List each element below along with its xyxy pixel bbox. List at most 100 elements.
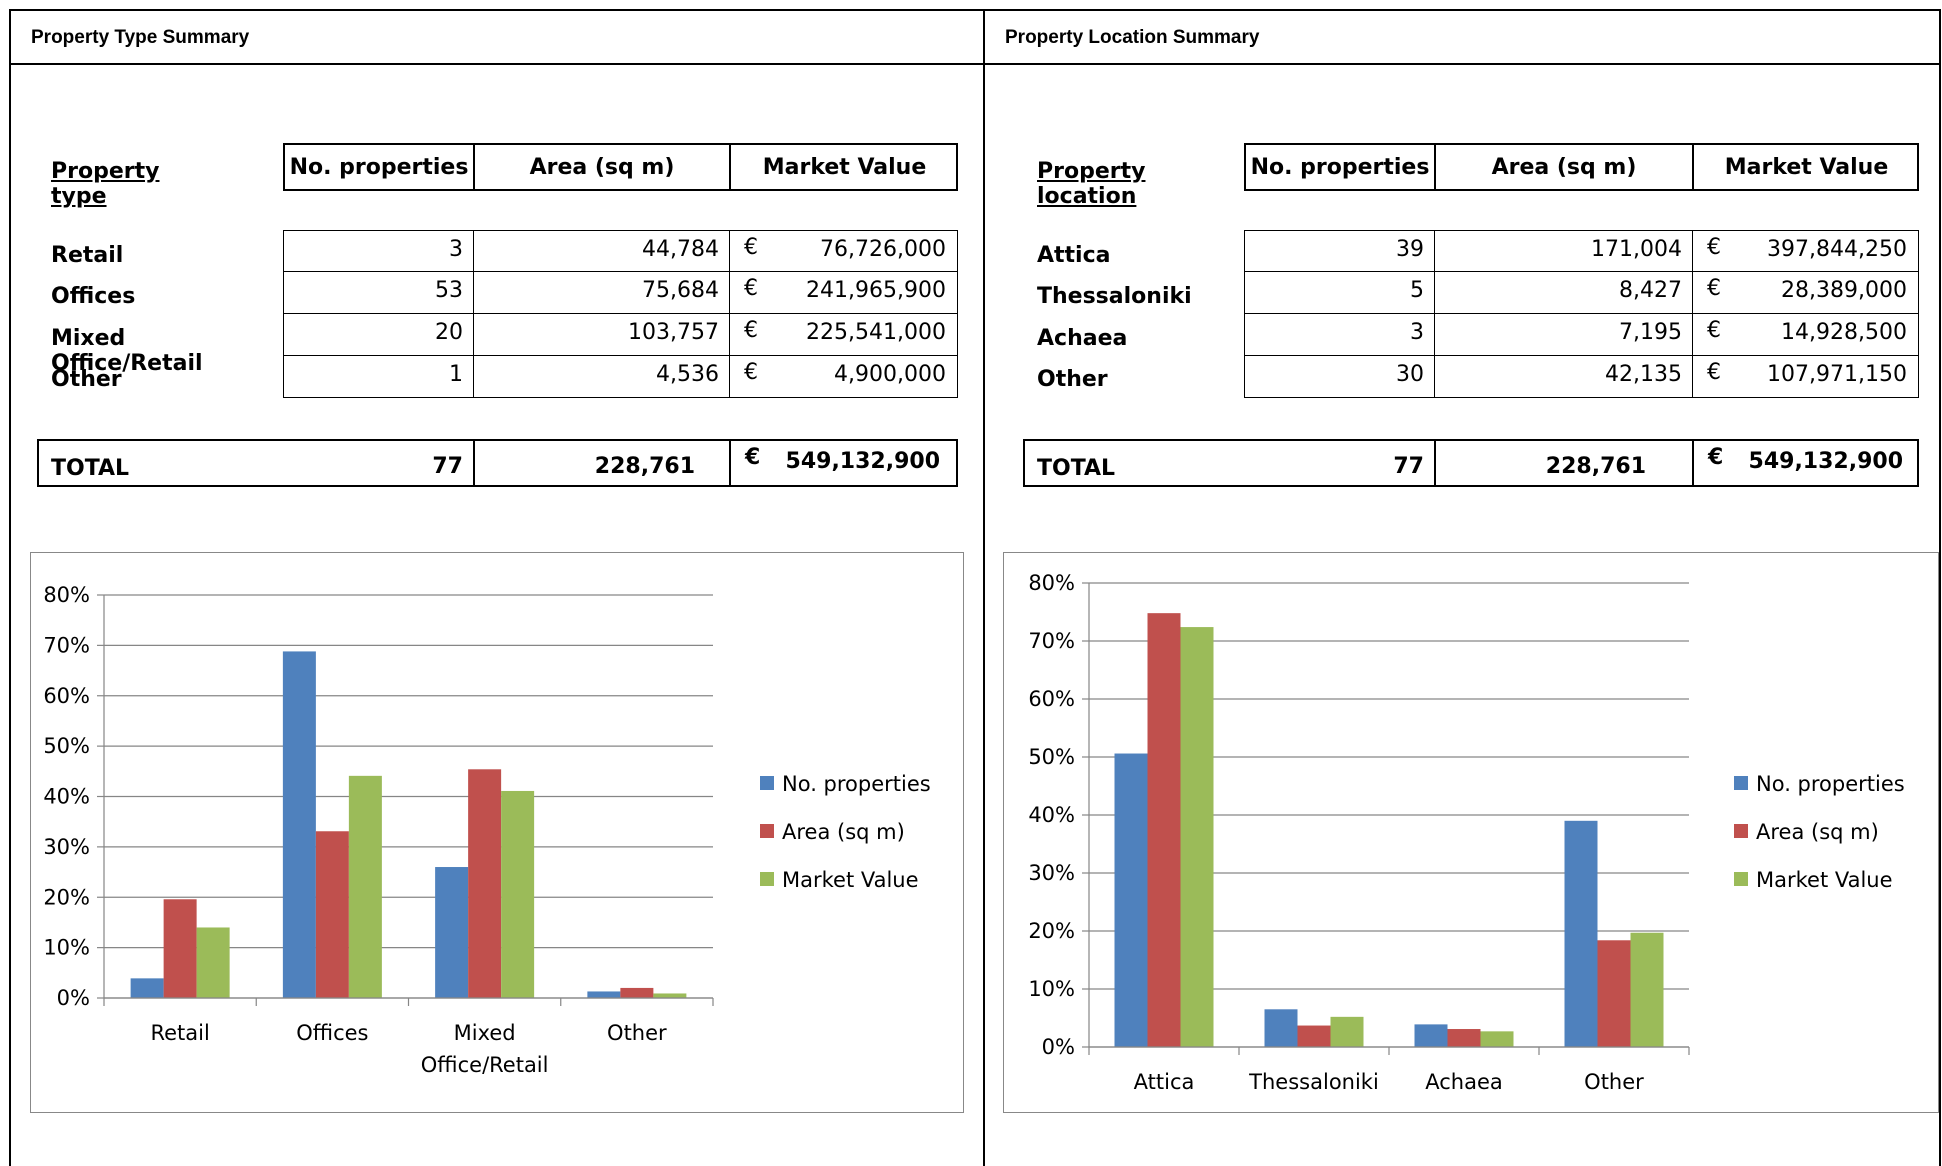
property-location-panel: Property Location Summary bbox=[983, 9, 1941, 1166]
y-tick-label: 60% bbox=[1028, 687, 1075, 711]
x-tick-label: Other bbox=[1584, 1070, 1644, 1094]
col-header-value: Market Value bbox=[1724, 154, 1889, 180]
x-tick-label: Mixed bbox=[454, 1021, 516, 1045]
property-location-chart-svg: 0% 10% 20% 30% 40% 50% 60% 70% 80% Attica Thessalo… bbox=[1028, 571, 1904, 1094]
x-tick-label: Achaea bbox=[1425, 1070, 1503, 1094]
bar bbox=[1114, 753, 1148, 1047]
cell-area: 103,757 bbox=[474, 314, 730, 355]
cell-value: € 14,928,500 bbox=[1693, 314, 1917, 355]
property-type-chart: 0% 10% 20% 30% 40% 50% 60% 70% 80% Retail Offices M… bbox=[30, 552, 964, 1113]
cell-value-text: 4,900,000 bbox=[834, 362, 946, 387]
cell-value: € 225,541,000 bbox=[730, 314, 956, 355]
bar bbox=[1597, 940, 1631, 1047]
x-tick-label: Offices bbox=[296, 1021, 368, 1045]
bar bbox=[587, 991, 621, 998]
cell-value: € 28,389,000 bbox=[1693, 272, 1917, 313]
cell-count: 3 bbox=[1245, 314, 1435, 355]
legend-swatch bbox=[760, 824, 774, 838]
cell-value: € 397,844,250 bbox=[1693, 231, 1917, 271]
bar bbox=[1264, 1009, 1298, 1047]
table-label-header: Property type bbox=[51, 159, 160, 209]
col-header-value: Market Value bbox=[762, 154, 927, 180]
cell-value-text: 76,726,000 bbox=[820, 237, 946, 262]
bar bbox=[1630, 932, 1664, 1047]
cell-area: 8,427 bbox=[1435, 272, 1693, 313]
legend-label: Market Value bbox=[782, 868, 919, 892]
cell-area: 4,536 bbox=[474, 356, 730, 397]
currency-symbol: € bbox=[1707, 276, 1721, 301]
legend-swatch bbox=[1734, 776, 1748, 790]
x-tick-label: Other bbox=[607, 1021, 667, 1045]
row-label: Thessaloniki bbox=[1037, 284, 1192, 309]
row-label: Retail bbox=[51, 243, 124, 268]
bar bbox=[163, 899, 197, 998]
currency-symbol: € bbox=[1707, 318, 1721, 343]
bar bbox=[130, 978, 164, 998]
currency-symbol: € bbox=[1707, 360, 1721, 385]
cell-count: 5 bbox=[1245, 272, 1435, 313]
cell-count: 20 bbox=[284, 314, 474, 355]
panel-header: Property Type Summary bbox=[11, 11, 983, 65]
cell-count: 3 bbox=[284, 231, 474, 271]
x-tick-label: Thessaloniki bbox=[1248, 1070, 1379, 1094]
legend-label: Area (sq m) bbox=[782, 820, 905, 844]
bar bbox=[1480, 1031, 1514, 1047]
cell-count: 53 bbox=[284, 272, 474, 313]
legend-label: Market Value bbox=[1756, 868, 1893, 892]
total-area: 228,761 bbox=[475, 441, 731, 485]
panel-title: Property Location Summary bbox=[1005, 27, 1260, 48]
cell-value: € 241,965,900 bbox=[730, 272, 956, 313]
bar bbox=[196, 927, 230, 998]
y-tick-label: 80% bbox=[1028, 571, 1075, 595]
table-total-row: TOTAL 77 228,761 € 549,132,900 bbox=[37, 439, 958, 487]
bar bbox=[1564, 820, 1598, 1047]
cell-count: 1 bbox=[284, 356, 474, 397]
cell-value-text: 107,971,150 bbox=[1767, 362, 1907, 387]
table-row: 53 75,684 € 241,965,900 bbox=[284, 272, 957, 314]
property-location-chart: 0% 10% 20% 30% 40% 50% 60% 70% 80% Attica Thessalo… bbox=[1003, 552, 1939, 1113]
y-tick-label: 30% bbox=[1028, 861, 1075, 885]
table-label-header: Property location bbox=[1037, 159, 1146, 209]
property-type-chart-svg: 0% 10% 20% 30% 40% 50% 60% 70% 80% Retail Offices M… bbox=[43, 583, 931, 1077]
y-tick-label: 70% bbox=[43, 633, 90, 657]
legend-swatch bbox=[760, 872, 774, 886]
row-label: Attica bbox=[1037, 243, 1111, 268]
x-tick-label: Attica bbox=[1134, 1070, 1195, 1094]
bar bbox=[315, 831, 349, 998]
bar bbox=[282, 651, 316, 998]
bar bbox=[1147, 613, 1181, 1047]
table-row: 1 4,536 € 4,900,000 bbox=[284, 356, 957, 397]
panel-header: Property Location Summary bbox=[985, 11, 1939, 65]
table-row: 39 171,004 € 397,844,250 bbox=[1245, 231, 1918, 272]
bar bbox=[435, 867, 469, 998]
bar bbox=[348, 775, 382, 998]
cell-area: 171,004 bbox=[1435, 231, 1693, 271]
col-header-count: No. properties bbox=[285, 145, 475, 189]
table-body: 39 171,004 € 397,844,250 5 8,427 € 28,38… bbox=[1244, 230, 1919, 398]
bar bbox=[468, 769, 502, 998]
x-tick-label: Office/Retail bbox=[421, 1053, 549, 1077]
cell-value: € 76,726,000 bbox=[730, 231, 956, 271]
bar bbox=[653, 993, 687, 998]
row-label: Other bbox=[51, 367, 122, 392]
col-header-count: No. properties bbox=[1246, 145, 1436, 189]
legend-label: No. properties bbox=[782, 772, 931, 796]
cell-value: € 4,900,000 bbox=[730, 356, 956, 397]
bar bbox=[1447, 1029, 1481, 1047]
table-row: 5 8,427 € 28,389,000 bbox=[1245, 272, 1918, 314]
cell-value-text: 28,389,000 bbox=[1781, 278, 1907, 303]
cell-value-text: 241,965,900 bbox=[806, 278, 946, 303]
table-row: 3 44,784 € 76,726,000 bbox=[284, 231, 957, 272]
table-header-row: No. properties Area (sq m) Market Value bbox=[283, 143, 958, 191]
bar bbox=[1414, 1024, 1448, 1047]
total-value-text: 549,132,900 bbox=[1748, 449, 1903, 474]
y-tick-label: 10% bbox=[43, 936, 90, 960]
y-tick-label: 30% bbox=[43, 835, 90, 859]
currency-symbol: € bbox=[744, 318, 758, 343]
total-label: TOTAL bbox=[51, 456, 130, 481]
cell-value: € 107,971,150 bbox=[1693, 356, 1917, 397]
y-tick-label: 0% bbox=[57, 986, 90, 1010]
bar bbox=[620, 987, 654, 998]
y-tick-label: 0% bbox=[1042, 1035, 1075, 1059]
y-tick-label: 20% bbox=[43, 885, 90, 909]
